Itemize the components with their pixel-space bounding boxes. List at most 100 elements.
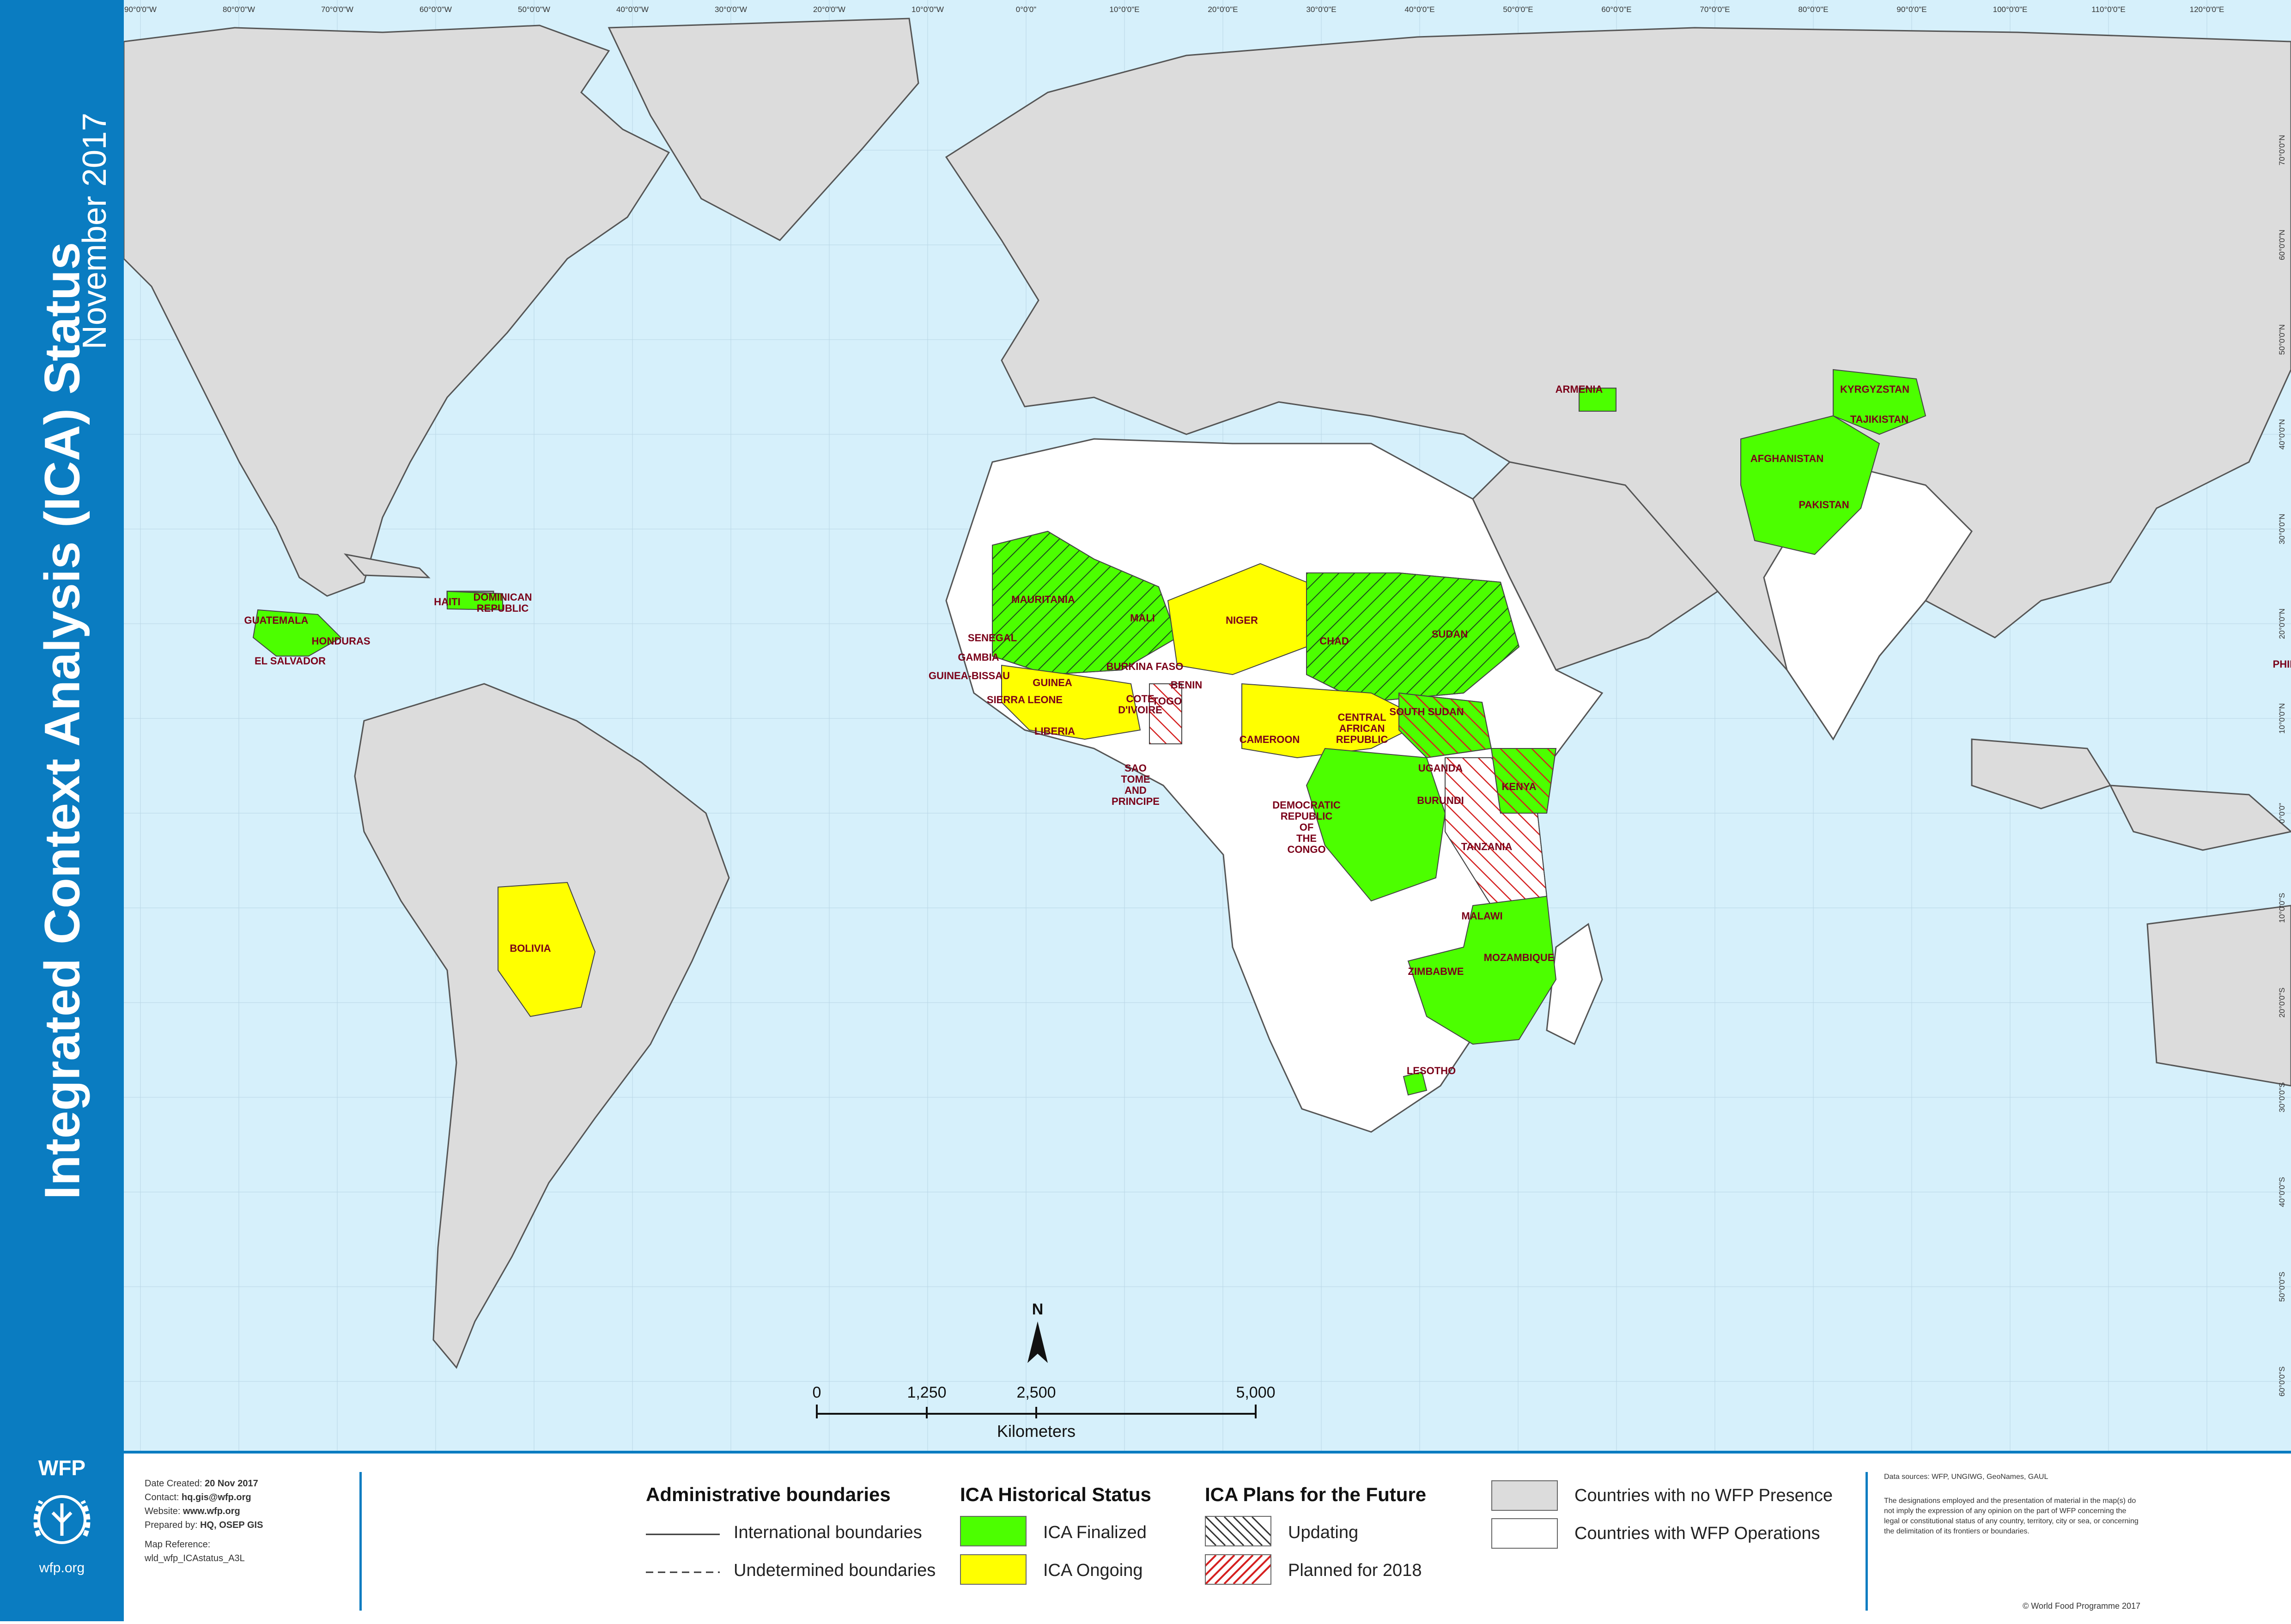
longitude-tick-label: 60°0'0"E [1601,5,1631,14]
country-label: ZIMBABWE [1408,966,1464,977]
hispaniola-finalized [447,590,503,611]
disclaimer-block: Data sources: WFP, UNGIWG, GeoNames, GAU… [1884,1472,2143,1537]
map-subtitle: November 2017 [76,112,113,350]
country-label: CHAD [1319,635,1349,647]
longitude-tick-label: 70°0'0"E [1700,5,1730,14]
country-label: GUINEA [1033,677,1072,688]
data-sources: Data sources: WFP, UNGIWG, GeoNames, GAU… [1884,1473,2048,1481]
latitude-tick-label: 40°0'0"S [2278,1177,2286,1207]
latitude-tick-label: 10°0'0"S [2278,893,2286,923]
country-label: DOMINICAN REPUBLIC [473,591,532,614]
latitude-tick-label: 30°0'0"N [2278,514,2286,544]
latitude-tick-label: 60°0'0"S [2278,1366,2286,1396]
country-label: HONDURAS [311,635,370,647]
country-label: SENEGAL [968,632,1017,644]
north-america-landmass [124,24,670,597]
country-label: KYRGYZSTAN [1840,383,1909,395]
no-presence-swatch [1491,1480,1558,1511]
south-sudan-planned [1398,692,1492,759]
country-label: BENIN [1171,679,1202,691]
kenya-planned [1490,748,1557,814]
latitude-tick-label: 40°0'0"N [2278,419,2286,450]
longitude-tick-label: 90°0'0"E [1896,5,1926,14]
ref-label: Map Reference: [145,1539,211,1550]
sidebar: Integrated Context Analysis (ICA) Status… [0,0,124,1621]
country-label: MALAWI [1461,910,1502,922]
legend-finalized: ICA Finalized [1043,1523,1147,1542]
madagascar-landmass [1546,923,1603,1046]
south-america-landmass [354,683,730,1369]
longitude-tick-label: 70°0'0"W [321,5,353,14]
longitude-tick-label: 20°0'0"W [813,5,845,14]
country-label: MAURITANIA [1011,594,1075,605]
country-label: TANZANIA [1461,841,1513,852]
wfp-logo: WFP wfp.org [9,1442,115,1608]
central-asia-finalized [1833,369,1926,435]
longitude-tick-label: 90°0'0"W [124,5,157,14]
afghanistan-pakistan-finalized [1740,415,1880,555]
country-label: GAMBIA [958,651,999,663]
logo-url: wfp.org [39,1560,85,1575]
longitude-tick-label: 40°0'0"E [1404,5,1434,14]
country-label: SOUTH SUDAN [1389,706,1464,718]
country-label: PAKISTAN [1799,499,1849,511]
longitude-tick-label: 30°0'0"W [715,5,747,14]
date-row: Date Created: 20 Nov 2017 [145,1478,258,1489]
scale-label-0: 0 [813,1384,821,1401]
country-label: GUINEA-BISSAU [929,670,1010,681]
latitude-tick-label: 20°0'0"N [2278,608,2286,639]
longitude-tick-label: 120°0'0"E [2190,5,2224,14]
legend-no-presence: Countries with no WFP Presence [1574,1486,1833,1505]
legend-ongoing: ICA Ongoing [1043,1561,1143,1580]
legend-historical-title: ICA Historical Status [960,1484,1151,1505]
legend-boundaries-title: Administrative boundaries [646,1484,891,1505]
title-area: Integrated Context Analysis (ICA) Status… [0,0,124,1442]
country-label: MALI [1130,612,1155,624]
longitude-tick-label: 60°0'0"W [419,5,452,14]
country-label: BOLIVIA [510,943,551,954]
longitude-tick-label: 30°0'0"E [1306,5,1336,14]
country-label: BURKINA FASO [1106,661,1184,672]
planned-swatch [1205,1554,1271,1585]
latitude-tick-label: 10°0'0"N [2278,703,2286,734]
longitude-tick-label: 10°0'0"E [1109,5,1139,14]
armenia-finalized [1579,388,1616,412]
country-label: PHILIPPINES [2273,658,2291,670]
country-label: KENYA [1502,781,1537,792]
longitude-tick-label: 20°0'0"E [1208,5,1238,14]
country-label: SUDAN [1432,628,1468,640]
country-label: BURUNDI [1417,795,1464,806]
latitude-ticks: 70°0'0"N 60°0'0"N 50°0'0"N 40°0'0"N 30°0'0"N… [2278,135,2286,1397]
country-label: GUATEMALA [244,614,309,626]
map-title: Integrated Context Analysis (ICA) Status [34,242,90,1200]
divider [359,1472,362,1611]
north-label: N [1032,1301,1044,1318]
central-america-finalized [252,609,342,657]
country-label: EL SALVADOR [255,655,326,667]
longitude-tick-label: 50°0'0"W [518,5,550,14]
latitude-tick-label: 30°0'0"S [2278,1082,2286,1112]
mozambique-malawi-zimbabwe-finalized [1407,895,1557,1045]
logo-brand: WFP [38,1456,86,1480]
australia-landmass [2146,905,2291,1087]
country-label: MOZAMBIQUE [1484,952,1555,963]
legend-operations: Countries with WFP Operations [1574,1524,1820,1543]
country-label: SAO TOME AND PRINCIPE [1112,762,1160,807]
footer: Date Created: 20 Nov 2017 Contact: hq.gi… [124,1451,2291,1624]
coastal-west-africa-ongoing [1001,664,1141,740]
latitude-tick-label: 70°0'0"N [2278,135,2286,165]
country-label: SIERRA LEONE [987,694,1063,706]
map-canvas: 90°0'0"W 80°0'0"W 70°0'0"W 60°0'0"W 50°0'0"W… [124,0,2291,1451]
southeast-asia-islands [1971,738,2291,851]
country-label: DEMOCRATIC REPUBLIC OF THE CONGO [1272,799,1341,855]
scale-label-3: 5,000 [1236,1384,1275,1401]
laurel-emblem-icon [33,1495,91,1544]
scale-bar: 0 1,250 2,500 5,000 Kilometers [813,1384,1276,1441]
legend-planned: Planned for 2018 [1288,1561,1422,1580]
undetermined-boundary-line-icon [646,1571,720,1573]
longitude-tick-label: 110°0'0"E [2091,5,2125,14]
cameroon-car-ongoing [1241,683,1428,759]
country-label: LESOTHO [1407,1065,1456,1077]
latitude-tick-label: 0°0'0" [2278,803,2286,823]
copyright: © World Food Programme 2017 [2023,1601,2141,1611]
